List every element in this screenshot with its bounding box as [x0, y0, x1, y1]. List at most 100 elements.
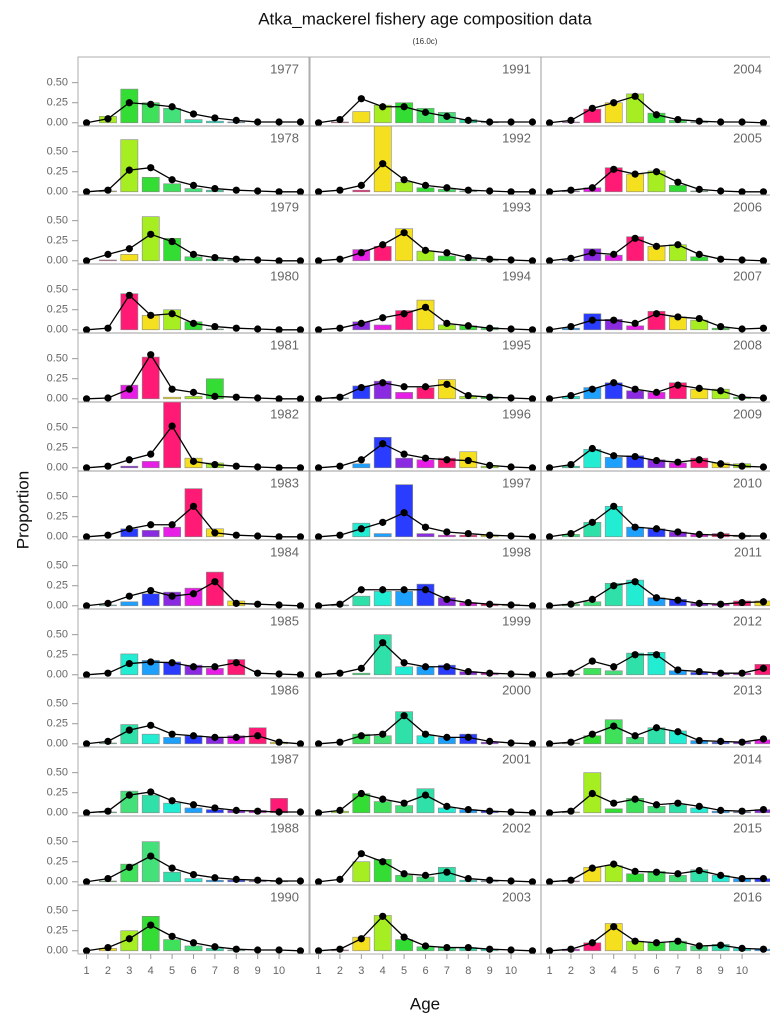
fit-point [588, 104, 596, 112]
y-tick-label: 0.00 [47, 669, 68, 681]
fit-point [400, 799, 408, 807]
fit-point [695, 185, 703, 193]
x-tick-label: 6 [653, 965, 659, 977]
fit-point [507, 256, 515, 264]
panel-label: 2013 [733, 682, 762, 697]
panel [545, 651, 770, 678]
y-tick-label: 0.00 [47, 186, 68, 198]
bar [604, 719, 623, 745]
bar [163, 183, 181, 193]
bar [141, 530, 160, 538]
x-tick-label: 4 [611, 965, 617, 977]
fit-point [254, 532, 262, 540]
fit-point [296, 533, 305, 540]
bar [438, 255, 456, 262]
fit-point [759, 805, 768, 814]
fit-point [464, 529, 472, 538]
fit-point [104, 462, 112, 470]
fit-point [717, 118, 725, 126]
fit-point [545, 119, 554, 126]
fit-point [421, 246, 430, 254]
fit-point [296, 395, 305, 402]
fit-point [314, 671, 323, 678]
fit-point [631, 319, 639, 327]
fit-point [82, 395, 91, 402]
bar [184, 488, 203, 538]
panel [314, 788, 537, 816]
fit-point [759, 257, 768, 264]
y-tick-label: 0.50 [47, 491, 68, 503]
fit-point [738, 532, 746, 540]
fit-point [125, 726, 133, 734]
x-tick-label: 1 [546, 965, 552, 977]
panel-label: 2011 [734, 544, 762, 559]
x-tick-label: 3 [126, 965, 132, 977]
fit-point [147, 351, 155, 359]
y-tick-label: 0.50 [47, 215, 68, 227]
x-tick-label: 3 [358, 965, 364, 977]
bar [163, 871, 181, 883]
fit-point [147, 521, 155, 529]
fit-point [275, 326, 283, 333]
fit-point [652, 939, 661, 947]
fit-point [125, 245, 133, 253]
fit-point [421, 730, 430, 738]
fit-point [275, 395, 283, 402]
bar [352, 189, 371, 193]
fit-point [610, 923, 618, 931]
fit-point [168, 659, 176, 667]
fit-point [379, 379, 387, 387]
bar [120, 601, 139, 607]
fit-point [82, 671, 91, 678]
fit-point [357, 732, 365, 740]
y-tick-label: 0.50 [47, 422, 68, 434]
fit-point [400, 659, 408, 667]
bar [373, 801, 392, 814]
fit-point [211, 460, 219, 469]
fit-point [545, 533, 554, 540]
fit-point [545, 602, 554, 609]
fit-point [738, 669, 746, 677]
fit-point [759, 874, 768, 883]
fit-point [168, 385, 176, 393]
fit-point [631, 795, 639, 803]
x-tick-label: 4 [148, 965, 154, 977]
fit-point [695, 384, 703, 392]
fit-point [296, 118, 305, 126]
panel [82, 721, 305, 747]
fit-point [357, 935, 365, 943]
fit-point [296, 257, 305, 264]
fit-point [232, 875, 240, 883]
y-tick-label: 0.00 [47, 255, 68, 267]
panel-label: 2012 [733, 613, 762, 628]
x-tick-label: 5 [632, 965, 638, 977]
fit-point [528, 671, 537, 678]
x-tick-label: 9 [718, 965, 724, 977]
panel-label: 1996 [502, 406, 531, 421]
fit-point [588, 657, 596, 665]
fit-point [211, 804, 219, 812]
fit-point [357, 586, 365, 594]
x-tick-label: 10 [273, 965, 285, 977]
fit-point [147, 658, 155, 666]
x-tick-label: 6 [190, 965, 196, 977]
x-tick-label: 6 [422, 965, 428, 977]
fit-point [168, 310, 176, 318]
fit-point [738, 462, 746, 470]
bar [395, 666, 413, 676]
fit-point [631, 234, 639, 242]
fit-point [759, 735, 768, 743]
fit-point [400, 870, 408, 878]
fit-point [443, 528, 451, 536]
x-tick-label: 7 [444, 965, 450, 977]
x-tick-label: 10 [736, 965, 748, 977]
fit-point [104, 115, 112, 123]
y-tick-label: 0.25 [47, 511, 68, 523]
fit-point [82, 464, 91, 471]
fit-point [147, 230, 155, 238]
fit-point [674, 381, 682, 389]
fit-point [189, 870, 198, 879]
fit-point [336, 186, 344, 194]
y-tick-label: 0.00 [47, 393, 68, 405]
fit-point [296, 740, 305, 747]
